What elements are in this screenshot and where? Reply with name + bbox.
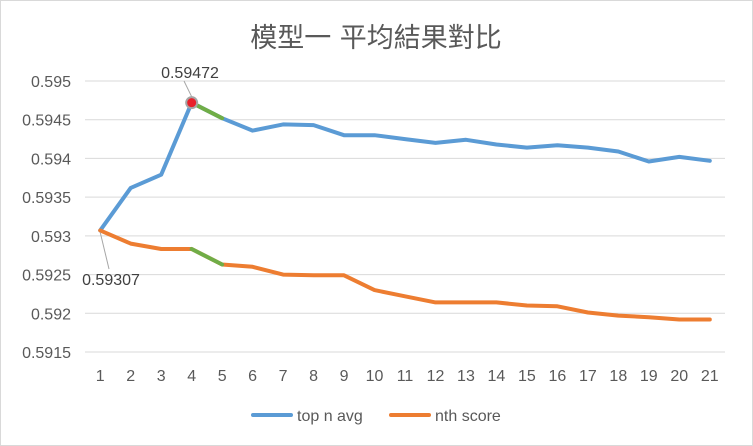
annotation-leader (99, 232, 110, 270)
highlight-segment (189, 247, 225, 267)
x-tick-label: 4 (187, 368, 196, 385)
x-tick-label: 12 (427, 368, 445, 385)
series-lines (98, 96, 712, 322)
x-tick-label: 8 (309, 368, 318, 385)
legend-label: nth score (435, 408, 501, 425)
x-tick-label: 13 (457, 368, 475, 385)
series-line (98, 100, 712, 233)
x-tick-label: 1 (96, 368, 105, 385)
x-tick-label: 7 (279, 368, 288, 385)
y-tick-label: 0.594 (31, 151, 71, 168)
legend-label: top n avg (297, 408, 363, 425)
y-tick-label: 0.593 (31, 229, 71, 246)
x-tick-label: 17 (579, 368, 597, 385)
x-tick-label: 20 (670, 368, 688, 385)
y-tick-label: 0.592 (31, 306, 71, 323)
x-tick-label: 11 (397, 368, 414, 385)
chart-title: 模型一 平均結果對比 (250, 23, 502, 54)
x-axis-ticks: 1 2 3 4 5 6 7 8 9 10 11 12 13 14 15 16 17 18 19 20 21 (96, 368, 719, 385)
annotation-label: 0.59472 (161, 65, 219, 82)
y-tick-label: 0.5945 (22, 113, 71, 130)
annotations: 0.59472 0.59307 (82, 65, 219, 289)
y-tick-label: 0.5915 (22, 345, 71, 362)
x-tick-label: 5 (218, 368, 227, 385)
gridlines (85, 80, 725, 353)
y-tick-label: 0.595 (31, 74, 71, 91)
y-axis-ticks: 0.5915 0.592 0.5925 0.593 0.5935 0.594 0.5945 0… (22, 74, 71, 362)
annotation-label: 0.59307 (82, 272, 140, 289)
x-tick-label: 19 (640, 368, 658, 385)
y-tick-label: 0.5925 (22, 268, 71, 285)
x-tick-label: 18 (609, 368, 627, 385)
x-tick-label: 2 (126, 368, 135, 385)
x-tick-label: 15 (518, 368, 536, 385)
highlight-point (185, 96, 199, 110)
x-tick-label: 9 (340, 368, 349, 385)
x-tick-label: 14 (488, 368, 506, 385)
annotation-leader (183, 80, 193, 97)
legend: top n avg nth score (251, 408, 501, 425)
x-tick-label: 21 (701, 368, 719, 385)
x-tick-label: 6 (248, 368, 257, 385)
x-tick-label: 3 (157, 368, 166, 385)
y-tick-label: 0.5935 (22, 190, 71, 207)
x-tick-label: 10 (366, 368, 384, 385)
x-tick-label: 16 (548, 368, 566, 385)
